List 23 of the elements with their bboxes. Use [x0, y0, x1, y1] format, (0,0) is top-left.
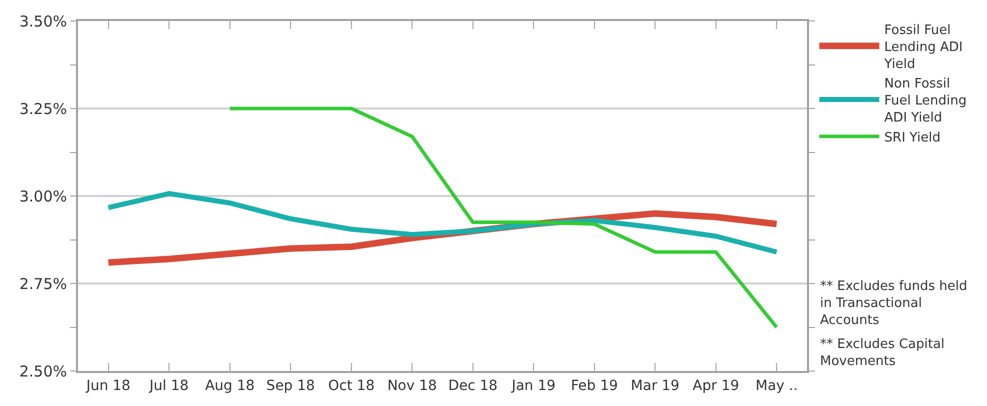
- x-tick-label: Apr 19: [692, 378, 740, 394]
- text: ** Excludes Capital Movements: [820, 337, 945, 369]
- text: ** Excludes funds held in Transactional Accounts: [820, 279, 968, 328]
- x-tick-label: Sep 18: [266, 378, 315, 394]
- y-tick-label: 3.00%: [19, 187, 67, 206]
- legend-label: Non Fossil Fuel Lending ADI Yield: [884, 76, 967, 126]
- x-tick-label: Jun 18: [85, 378, 130, 394]
- x-tick-label: Jul 18: [148, 378, 189, 394]
- legend-label: Fossil Fuel Lending ADI Yield: [883, 23, 963, 72]
- y-tick-label: 3.25%: [19, 100, 67, 118]
- x-tick-label: Nov 18: [387, 378, 437, 394]
- x-tick-label: Dec 18: [448, 378, 498, 394]
- x-tick-label: Oct 18: [328, 378, 375, 394]
- x-tick-label: Feb 19: [570, 378, 618, 394]
- y-tick-label: 2.75%: [19, 274, 67, 293]
- x-tick-label: Mar 19: [630, 378, 680, 394]
- line-series: [228, 106, 778, 329]
- legend-label: SRI Yield: [884, 130, 940, 146]
- x-tick-label: May ..: [755, 378, 798, 394]
- x-tick-label: Jan 19: [510, 378, 556, 394]
- y-tick-label: 3.50%: [19, 12, 67, 30]
- x-tick-label: Aug 18: [205, 378, 255, 394]
- y-tick-label: 2.50%: [19, 362, 67, 380]
